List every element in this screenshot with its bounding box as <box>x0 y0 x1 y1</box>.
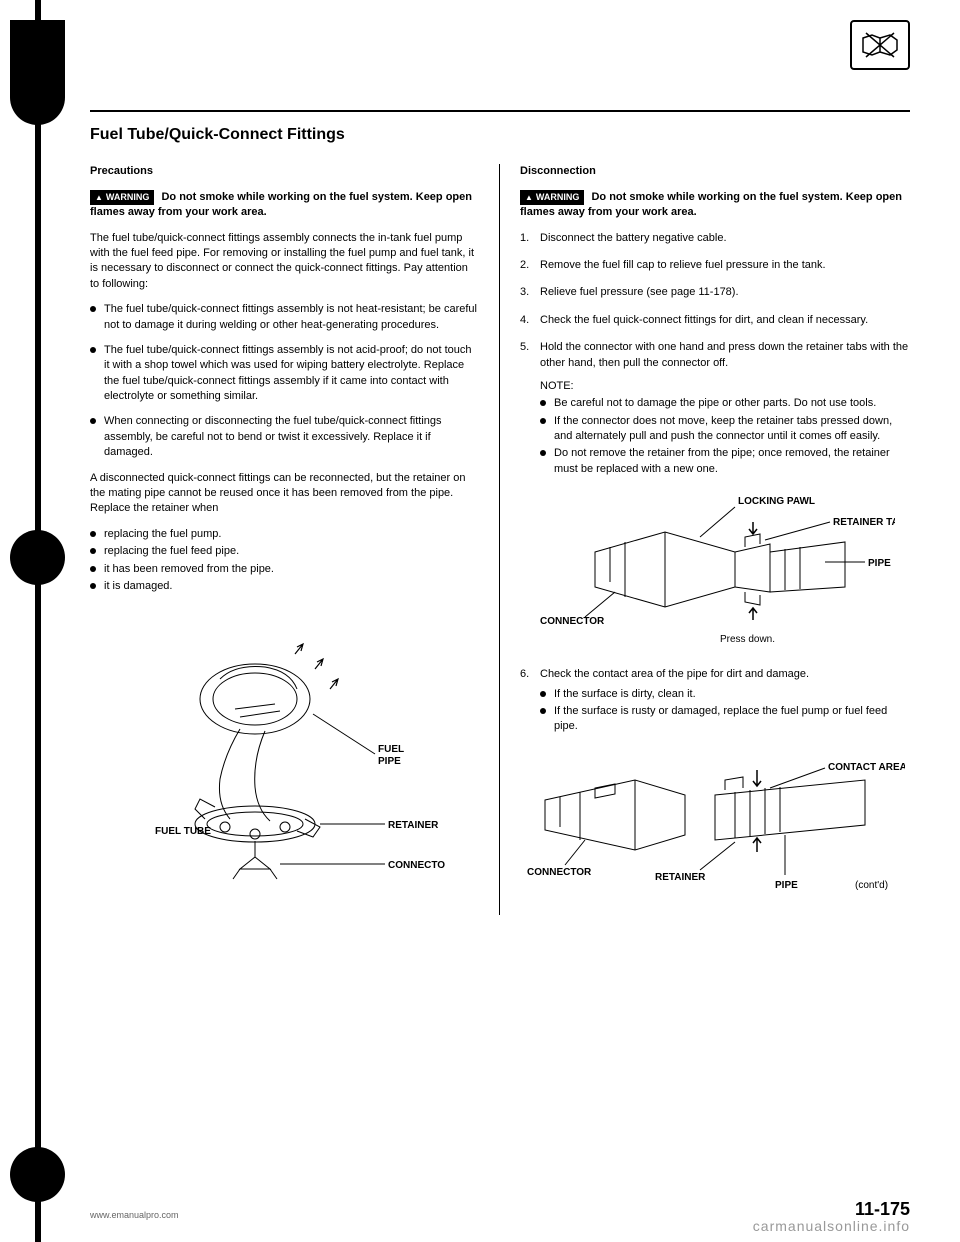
warning-badge: WARNING <box>520 190 584 205</box>
figure-fuel-tube-assembly: FUEL TUBE FUELPIPE RETAINER CONNECTOR <box>90 609 479 889</box>
figure-contact-area: CONTACT AREA CONNECTOR RETAINER PIPE (co… <box>520 750 910 900</box>
bullet: If the surface is dirty, clean it. <box>540 687 910 702</box>
bullet: If the connector does not move, keep the… <box>540 414 910 445</box>
bullet: Do not remove the retainer from the pipe… <box>540 446 910 477</box>
bullet: replacing the fuel feed pipe. <box>90 544 479 559</box>
bullet: it is damaged. <box>90 579 479 594</box>
warning-block-left: WARNING Do not smoke while working on th… <box>90 190 479 221</box>
label-pipe: PIPE <box>868 558 891 569</box>
precautions-list-1: The fuel tube/quick-connect fittings ass… <box>90 302 479 461</box>
step: Remove the fuel fill cap to relieve fuel… <box>520 258 910 273</box>
precautions-list-2: replacing the fuel pump. replacing the f… <box>90 527 479 595</box>
bullet: Be careful not to damage the pipe or oth… <box>540 396 910 411</box>
label-contact-area: CONTACT AREA <box>828 762 905 773</box>
label-connector: CONNECTOR <box>527 867 592 878</box>
warning-block-right: WARNING Do not smoke while working on th… <box>520 190 910 221</box>
page-title: Fuel Tube/Quick-Connect Fittings <box>90 124 910 146</box>
label-fuel-pipe: FUELPIPE <box>378 744 404 767</box>
disconnection-steps: Disconnect the battery negative cable. R… <box>520 231 910 478</box>
label-retainer: RETAINER <box>388 820 439 831</box>
bullet: The fuel tube/quick-connect fittings ass… <box>90 302 479 333</box>
section-icon <box>850 20 910 70</box>
watermark: carmanualsonline.info <box>753 1217 910 1237</box>
footer-url: www.emanualpro.com <box>90 1209 179 1222</box>
warning-badge: WARNING <box>90 190 154 205</box>
page-content: Fuel Tube/Quick-Connect Fittings Precaut… <box>0 0 960 1242</box>
step: Check the contact area of the pipe for d… <box>520 667 910 735</box>
disconnection-heading: Disconnection <box>520 164 910 179</box>
step: Disconnect the battery negative cable. <box>520 231 910 246</box>
note-label: NOTE: <box>540 379 910 394</box>
label-pipe: PIPE <box>775 880 798 891</box>
bullet: replacing the fuel pump. <box>90 527 479 542</box>
left-column: Precautions WARNING Do not smoke while w… <box>90 164 500 914</box>
intro-para: The fuel tube/quick-connect fittings ass… <box>90 231 479 293</box>
bullet: If the surface is rusty or damaged, repl… <box>540 704 910 735</box>
label-press-down: Press down. <box>720 634 775 645</box>
bullet: it has been removed from the pipe. <box>90 562 479 577</box>
right-column: Disconnection WARNING Do not smoke while… <box>500 164 910 914</box>
step: Hold the connector with one hand and pre… <box>520 340 910 477</box>
precautions-heading: Precautions <box>90 164 479 179</box>
label-fuel-tube: FUEL TUBE <box>155 826 211 837</box>
label-retainer: RETAINER <box>655 872 706 883</box>
step: Relieve fuel pressure (see page 11-178). <box>520 285 910 300</box>
label-locking-pawl: LOCKING PAWL <box>738 496 815 507</box>
contd-label: (cont'd) <box>855 880 888 891</box>
top-rule <box>90 110 910 112</box>
replace-retainer-para: A disconnected quick-connect fittings ca… <box>90 471 479 517</box>
label-connector: CONNECTOR <box>540 616 605 627</box>
figure-locking-pawl: LOCKING PAWL RETAINER TAB PIPE CONNECTOR… <box>520 492 910 652</box>
step6-bullets: If the surface is dirty, clean it. If th… <box>540 687 910 735</box>
step: Check the fuel quick-connect fittings fo… <box>520 313 910 328</box>
label-connector: CONNECTOR <box>388 860 445 871</box>
note-bullets: Be careful not to damage the pipe or oth… <box>540 396 910 477</box>
step-6: Check the contact area of the pipe for d… <box>520 667 910 735</box>
label-retainer-tab: RETAINER TAB <box>833 517 895 528</box>
bullet: When connecting or disconnecting the fue… <box>90 414 479 460</box>
bullet: The fuel tube/quick-connect fittings ass… <box>90 343 479 405</box>
